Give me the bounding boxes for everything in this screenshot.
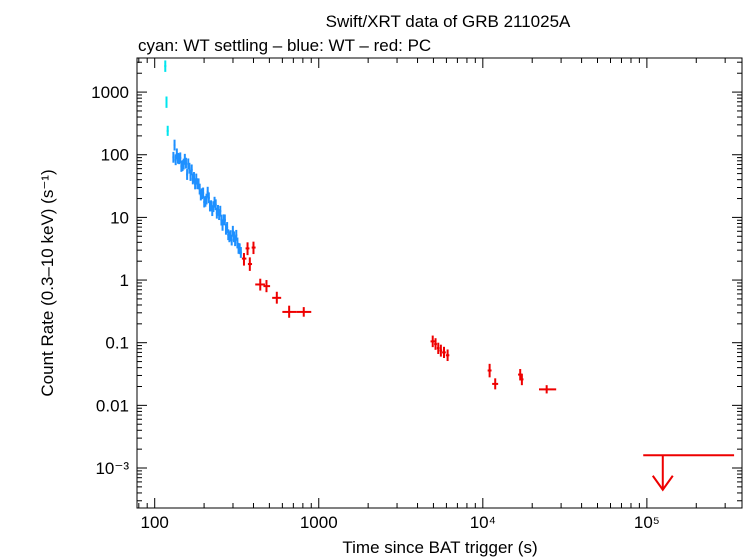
data-point-wt (192, 172, 195, 183)
data-point-pc (439, 344, 443, 357)
data-point-pc (430, 335, 435, 348)
data-point-pc (434, 338, 437, 350)
chart-subtitle: cyan: WT settling – blue: WT – red: PC (138, 36, 431, 55)
y-tick-label: 1 (120, 271, 129, 290)
data-point-pc (272, 291, 282, 304)
data-point-wt (190, 164, 193, 176)
data-point-pc (436, 342, 440, 355)
data-point-pc (487, 363, 492, 378)
data-point-pc (255, 278, 265, 291)
data-point-wt (207, 192, 210, 204)
data-point-wt (188, 162, 191, 174)
data-point-wt (198, 183, 201, 195)
axis-ticks: 100 1000 10⁴ 10⁵ 1000 100 10 1 0.1 0.01 10⁻³ (91, 58, 742, 532)
data-point-pc (282, 305, 297, 318)
plot-frame (136, 57, 743, 509)
data-point-wt (239, 247, 242, 258)
data-point-wt (230, 234, 233, 246)
upper-limit-arrow (643, 454, 735, 492)
data-point-wt-settling (166, 125, 169, 136)
data-point-wt (184, 157, 187, 169)
data-point-pc (263, 280, 271, 293)
data-point-wt (172, 151, 175, 163)
data-point-wt (219, 205, 222, 217)
y-tick-label: 10 (110, 208, 129, 227)
data-marks (164, 60, 735, 492)
data-point-wt (174, 154, 177, 166)
data-point-wt (206, 186, 209, 198)
y-tick-label: 0.01 (96, 396, 129, 415)
data-point-wt-settling (165, 96, 168, 108)
y-tick-label: 1000 (91, 83, 129, 102)
data-point-pc (520, 373, 524, 386)
data-point-pc (296, 307, 312, 317)
y-tick-label: 0.1 (105, 334, 129, 353)
data-point-wt (202, 187, 205, 199)
upper-limit-arrowhead (651, 475, 674, 492)
y-tick-label: 100 (101, 146, 129, 165)
data-point-wt (214, 199, 217, 211)
x-tick-label: 10⁴ (470, 513, 496, 532)
data-point-wt (179, 152, 182, 164)
data-point-wt (235, 229, 238, 241)
data-point-pc (492, 378, 499, 390)
data-point-pc (245, 242, 250, 256)
data-point-wt (189, 170, 192, 181)
data-point-pc (442, 346, 446, 358)
data-point-wt-settling (164, 60, 167, 72)
data-point-wt (223, 214, 226, 226)
data-point-pc (538, 385, 557, 394)
data-point-wt (231, 225, 234, 237)
x-tick-label: 100 (141, 513, 169, 532)
y-axis-label: Count Rate (0.3–10 keV) (s⁻¹) (38, 169, 57, 396)
x-tick-label: 1000 (300, 513, 338, 532)
x-tick-label: 10⁵ (634, 513, 660, 532)
data-point-wt (221, 219, 224, 231)
data-point-pc (241, 253, 247, 266)
chart-title: Swift/XRT data of GRB 211025A (326, 12, 571, 31)
data-point-wt (173, 139, 176, 151)
data-point-pc (251, 241, 256, 255)
x-axis-label: Time since BAT trigger (s) (342, 538, 537, 557)
data-point-pc (445, 349, 450, 362)
y-tick-label: 10⁻³ (95, 459, 129, 478)
data-point-pc (247, 257, 253, 271)
data-point-wt (205, 193, 208, 205)
data-point-wt (186, 169, 189, 180)
data-point-wt (226, 222, 229, 233)
data-point-wt (236, 237, 239, 249)
